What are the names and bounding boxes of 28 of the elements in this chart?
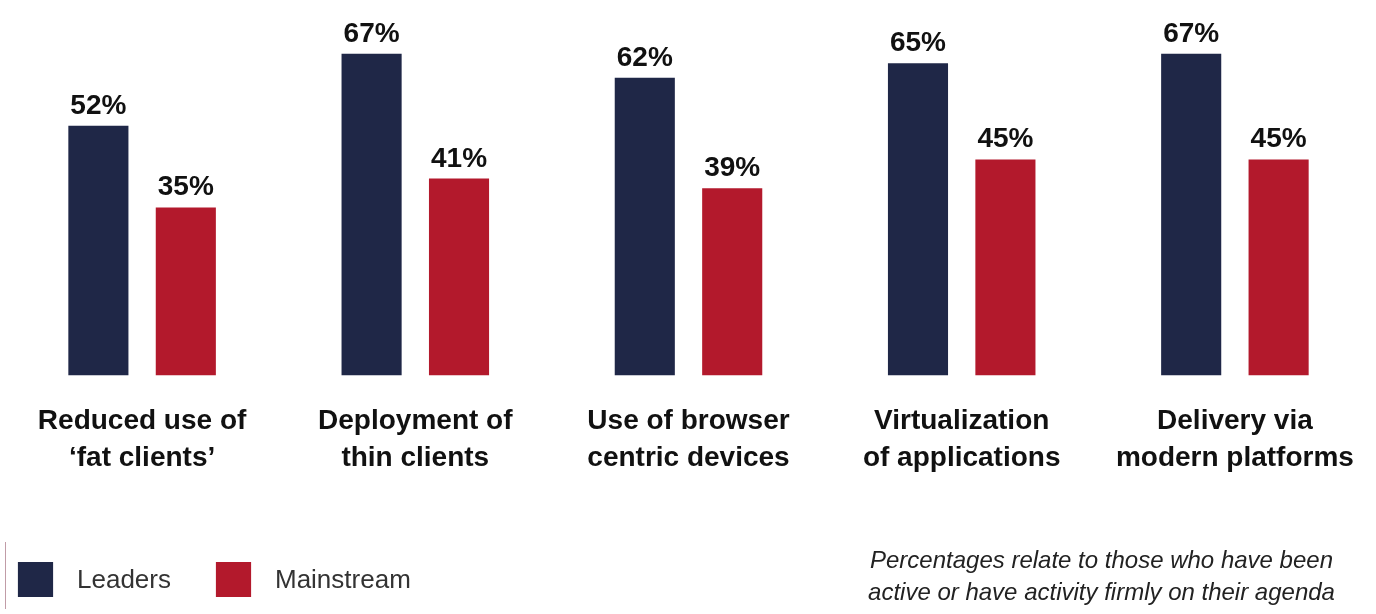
bar: [428, 178, 490, 376]
x-tick-label: Virtualization of applications: [862, 403, 1061, 472]
data-label: 67%: [343, 16, 400, 48]
data-label: 39%: [704, 151, 761, 183]
data-label: 45%: [1250, 122, 1307, 154]
data-label: 62%: [616, 40, 673, 72]
bar: [1161, 53, 1222, 376]
data-label: 45%: [977, 122, 1034, 154]
bar: [68, 125, 129, 376]
x-tick-label: Reduced use of ‘fat clients’: [37, 403, 248, 472]
bar: [1248, 159, 1309, 376]
data-label: 67%: [1163, 16, 1220, 48]
bar: [975, 159, 1036, 376]
x-tick-label: Delivery via modern platforms: [1115, 403, 1354, 472]
data-label: 35%: [157, 170, 214, 202]
bar: [614, 77, 675, 376]
bar: [341, 53, 402, 376]
data-label: 41%: [430, 141, 488, 173]
bar: [155, 207, 216, 376]
x-tick-label: Deployment of thin clients: [318, 403, 514, 472]
bar: [887, 63, 949, 376]
data-label: 52%: [70, 88, 127, 120]
legend-label: Leaders: [77, 563, 171, 595]
text: Percentages relate to those who have been active or have activity firmly on their agenda: [868, 546, 1335, 606]
x-tick-label: Use of browser centric devices: [587, 403, 790, 472]
data-label: 65%: [889, 26, 947, 58]
legend-label: Mainstream: [274, 563, 411, 595]
bar: [702, 188, 763, 376]
